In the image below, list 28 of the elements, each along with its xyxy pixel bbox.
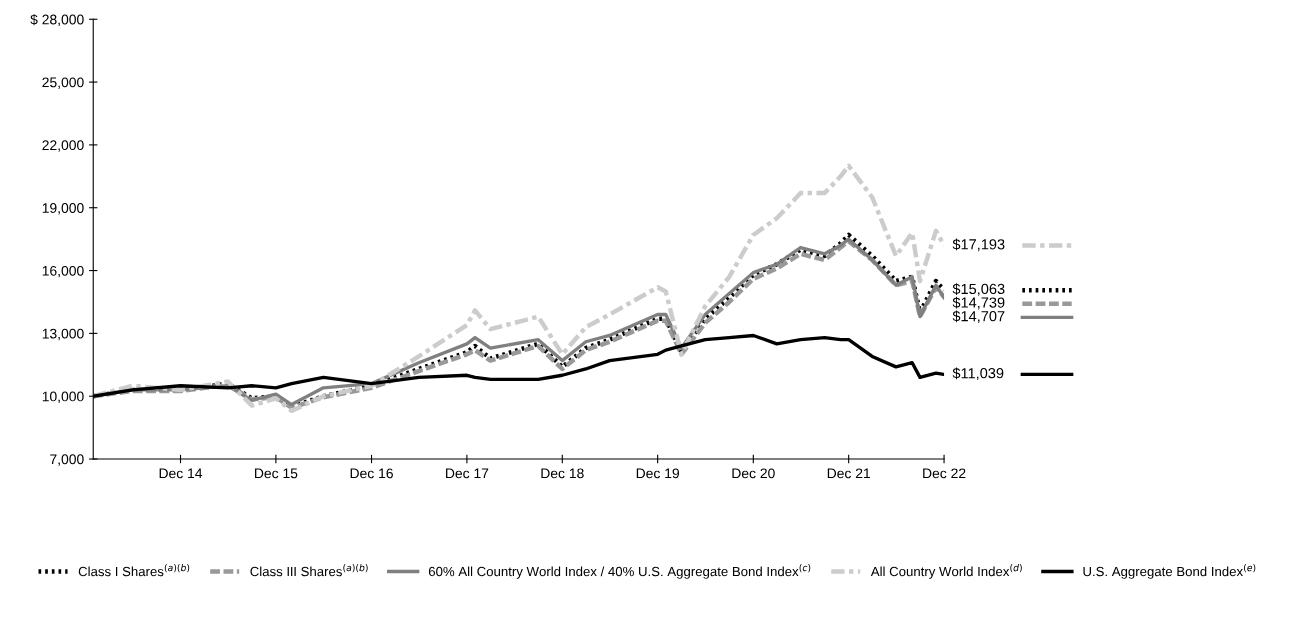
y-tick-label: 13,000 — [42, 328, 84, 341]
legend-label: U.S. Aggregate Bond Index$^{(e)}$ — [1083, 563, 1256, 579]
data-label: $14,739 — [952, 296, 1005, 310]
data-label: $11,039 — [952, 367, 1004, 381]
legend-label: All Country World Index$^{(d)}$ — [870, 563, 1022, 579]
legend-label: Class I Shares$^{(a)(b)}$ — [78, 563, 190, 577]
legend-label: 60% All Country World Index / 40% U.S. Aggregate Bond Index$^{(c)}$ — [428, 563, 811, 579]
data-label: $17,193 — [952, 238, 1005, 252]
x-tick-label: Dec 14 — [159, 468, 203, 479]
y-tick-label: 25,000 — [42, 77, 84, 89]
y-tick-label: 7,000 — [50, 454, 84, 466]
x-tick-label: Dec 20 — [732, 468, 775, 479]
data-label: $14,707 — [952, 310, 1005, 324]
legend-label: Class III Shares$^{(a)(b)}$ — [250, 563, 368, 577]
x-tick-label: Dec 15 — [255, 468, 298, 479]
x-tick-label: Dec 16 — [350, 468, 393, 479]
y-tick-label: 19,000 — [42, 203, 84, 215]
x-tick-label: Dec 18 — [541, 468, 584, 479]
y-tick-label: $ 28,000 — [30, 14, 84, 27]
y-tick-label: 10,000 — [42, 391, 84, 404]
x-tick-label: Dec 22 — [923, 468, 966, 479]
y-tick-label: 16,000 — [42, 265, 84, 278]
y-tick-label: 22,000 — [42, 140, 84, 152]
data-label: $15,063 — [952, 283, 1005, 296]
line-series — [93, 163, 945, 414]
x-tick-label: Dec 19 — [636, 468, 680, 479]
x-tick-label: Dec 17 — [446, 468, 489, 479]
x-tick-label: Dec 21 — [827, 468, 870, 479]
